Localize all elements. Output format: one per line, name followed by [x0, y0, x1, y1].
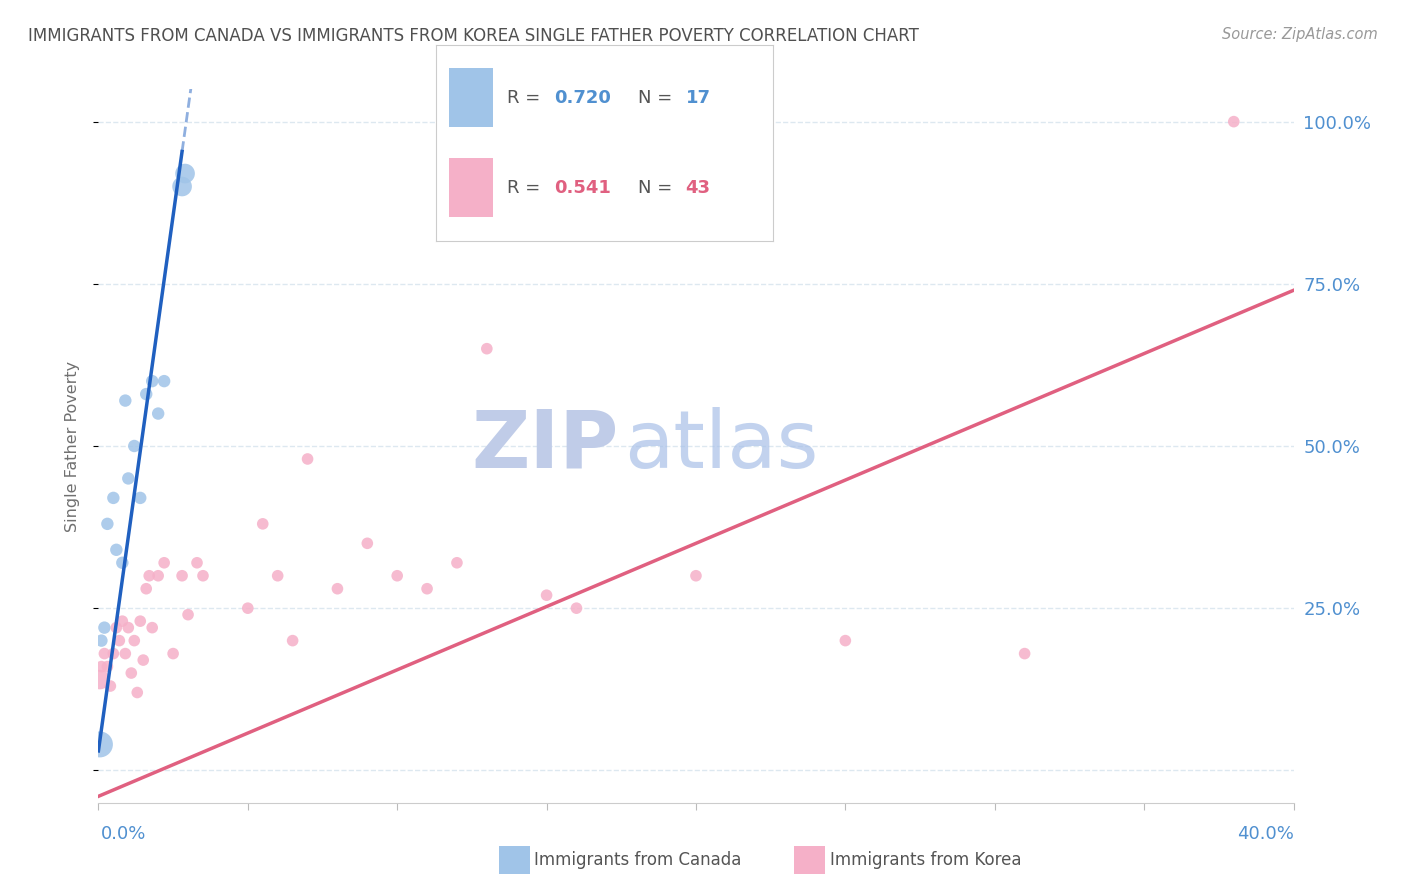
Text: IMMIGRANTS FROM CANADA VS IMMIGRANTS FROM KOREA SINGLE FATHER POVERTY CORRELATIO: IMMIGRANTS FROM CANADA VS IMMIGRANTS FRO… — [28, 27, 920, 45]
Point — [162, 647, 184, 661]
Point — [172, 179, 194, 194]
Point — [117, 471, 139, 485]
Point — [124, 633, 146, 648]
Text: ZIP: ZIP — [471, 407, 619, 485]
Point — [326, 582, 349, 596]
Point — [536, 588, 558, 602]
Point — [446, 556, 468, 570]
Point — [105, 621, 128, 635]
Point — [1223, 114, 1246, 128]
Point — [100, 679, 122, 693]
Point — [172, 568, 194, 582]
Point — [385, 568, 409, 582]
Point — [103, 647, 125, 661]
Point — [191, 568, 214, 582]
Point — [114, 647, 136, 661]
Text: 43: 43 — [686, 179, 710, 197]
Text: 0.720: 0.720 — [554, 88, 610, 106]
Point — [108, 633, 131, 648]
Text: N =: N = — [638, 179, 678, 197]
Point — [93, 647, 115, 661]
Text: Immigrants from Canada: Immigrants from Canada — [534, 851, 741, 869]
Point — [93, 621, 115, 635]
Text: 0.0%: 0.0% — [101, 825, 146, 843]
Text: N =: N = — [638, 88, 678, 106]
Point — [153, 374, 176, 388]
Text: 40.0%: 40.0% — [1237, 825, 1294, 843]
Point — [89, 673, 111, 687]
Y-axis label: Single Father Poverty: Single Father Poverty — [65, 360, 80, 532]
Point — [356, 536, 378, 550]
Point — [124, 439, 146, 453]
Point — [565, 601, 588, 615]
Point — [1014, 647, 1036, 661]
Point — [148, 568, 170, 582]
Point — [90, 659, 112, 673]
Bar — [450, 68, 494, 127]
Point — [135, 387, 157, 401]
Text: atlas: atlas — [624, 407, 818, 485]
Point — [96, 659, 118, 673]
Point — [475, 342, 498, 356]
Point — [281, 633, 304, 648]
Point — [132, 653, 155, 667]
Point — [96, 516, 118, 531]
Bar — [450, 159, 494, 218]
Point — [105, 542, 128, 557]
Point — [297, 452, 319, 467]
Point — [153, 556, 176, 570]
Point — [138, 568, 160, 582]
Point — [685, 568, 707, 582]
Text: R =: R = — [506, 179, 546, 197]
Point — [174, 167, 197, 181]
Point — [141, 374, 163, 388]
Point — [141, 621, 163, 635]
Point — [129, 491, 152, 505]
Text: Immigrants from Korea: Immigrants from Korea — [830, 851, 1021, 869]
Point — [186, 556, 208, 570]
Point — [114, 393, 136, 408]
Point — [236, 601, 259, 615]
Text: Source: ZipAtlas.com: Source: ZipAtlas.com — [1222, 27, 1378, 42]
Text: 0.541: 0.541 — [554, 179, 610, 197]
Point — [252, 516, 274, 531]
Point — [117, 621, 139, 635]
Point — [416, 582, 439, 596]
Point — [148, 407, 170, 421]
Point — [834, 633, 856, 648]
Point — [129, 614, 152, 628]
Point — [89, 738, 111, 752]
Point — [135, 582, 157, 596]
Text: 17: 17 — [686, 88, 710, 106]
Point — [267, 568, 290, 582]
Point — [111, 614, 134, 628]
Point — [120, 666, 142, 681]
Point — [111, 556, 134, 570]
Point — [103, 491, 125, 505]
Point — [90, 633, 112, 648]
Point — [177, 607, 200, 622]
Point — [127, 685, 149, 699]
Text: R =: R = — [506, 88, 546, 106]
